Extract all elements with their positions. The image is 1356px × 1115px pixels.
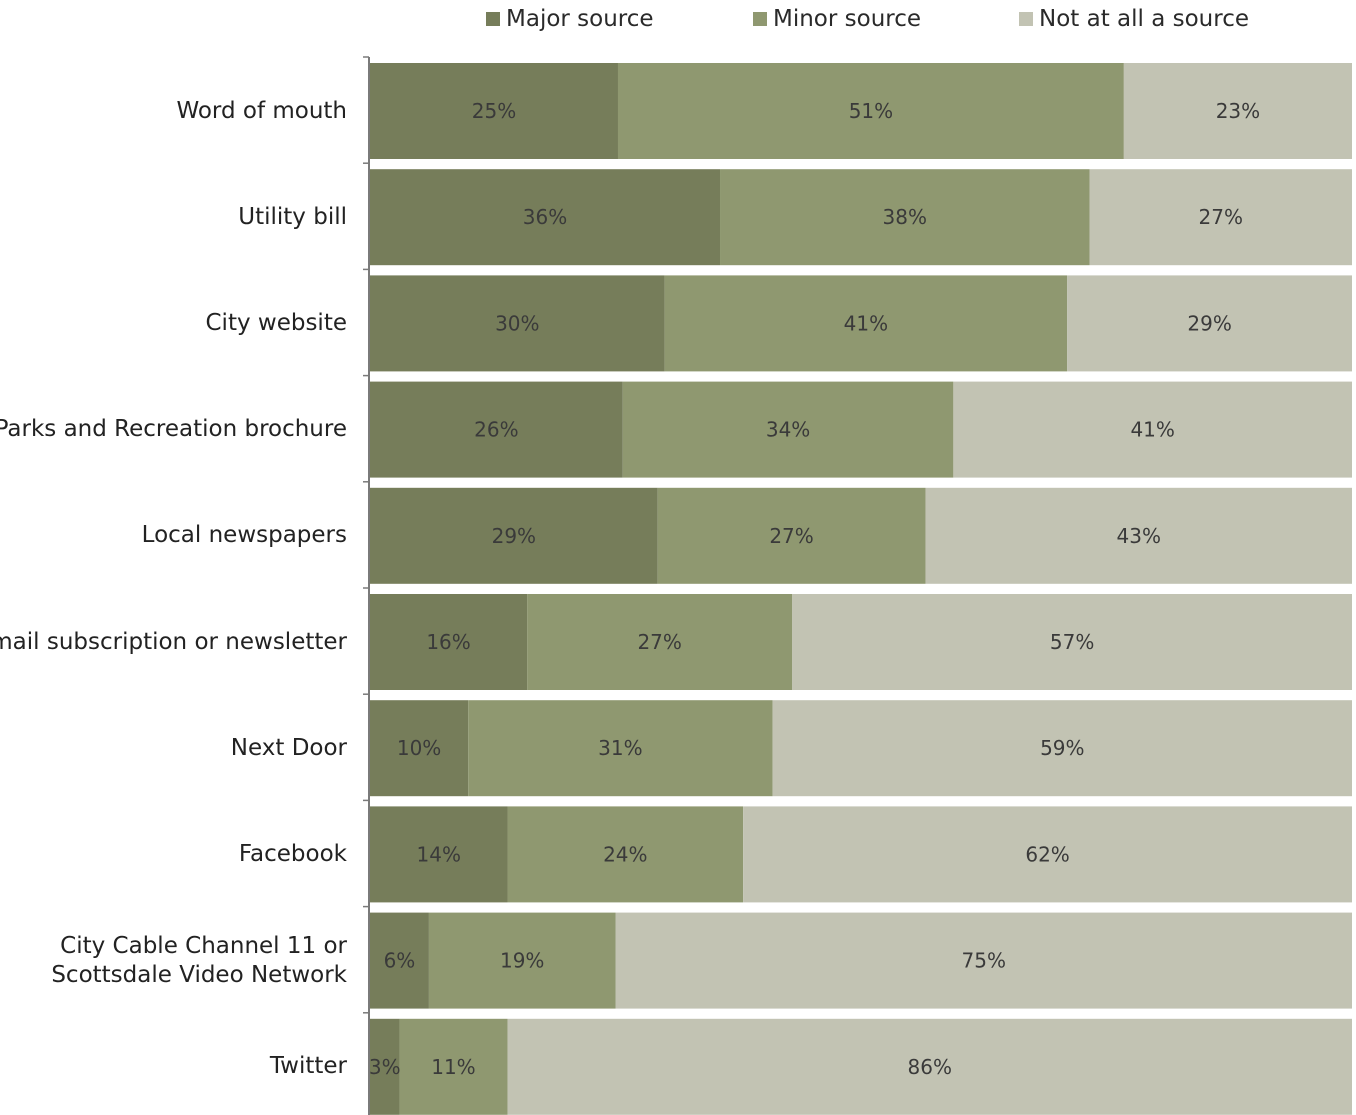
category-label-line: Email subscription or newsletter <box>0 628 347 655</box>
category-label: Email subscription or newsletter <box>0 628 347 657</box>
data-label: 41% <box>844 311 888 335</box>
data-label: 29% <box>492 524 536 548</box>
bar-segment-minor-source <box>468 700 773 797</box>
data-label: 75% <box>962 949 1006 973</box>
category-label: Word of mouth <box>176 97 347 126</box>
bar-segment-minor-source <box>527 594 793 690</box>
data-label: 27% <box>769 524 813 548</box>
bar-segment-major-source <box>370 275 665 372</box>
data-label: 27% <box>1199 205 1243 229</box>
category-label: Utility bill <box>238 203 347 232</box>
data-label: 31% <box>598 736 642 760</box>
bar-segment-not-at-all-a-source <box>925 487 1352 584</box>
legend-label-major-source: Major source <box>506 6 654 32</box>
category-label-line: Scottsdale Video Network <box>51 961 347 988</box>
data-label: 3% <box>369 1055 401 1079</box>
category-label: Facebook <box>239 840 347 869</box>
data-label: 27% <box>637 630 681 654</box>
data-label: 11% <box>431 1055 475 1079</box>
bar-segment-not-at-all-a-source <box>953 381 1352 478</box>
legend-item-minor-source: Minor source <box>753 6 921 32</box>
bar-segment-not-at-all-a-source <box>615 912 1352 1009</box>
bar-segment-not-at-all-a-source <box>1067 275 1352 372</box>
legend-label-not-at-all: Not at all a source <box>1039 6 1249 32</box>
data-label: 38% <box>883 205 927 229</box>
bar-segment-major-source <box>370 700 469 797</box>
legend-swatch-minor-source <box>753 12 767 26</box>
data-label: 19% <box>500 949 544 973</box>
data-label: 25% <box>472 99 516 123</box>
bar-segment-not-at-all-a-source <box>1089 169 1352 266</box>
data-label: 51% <box>849 99 893 123</box>
bar-segment-minor-source <box>399 1018 508 1115</box>
category-label-line: Word of mouth <box>176 97 347 124</box>
bar-segment-major-source <box>370 169 721 266</box>
bar-segment-minor-source <box>664 275 1068 372</box>
category-label: City Cable Channel 11 or Scottsdale Video… <box>51 932 347 990</box>
category-label-line: Local newspapers <box>141 522 347 549</box>
category-label: Next Door <box>231 734 347 763</box>
bar-segment-major-source <box>370 594 528 690</box>
bar-segment-major-source <box>370 381 623 478</box>
bar-segment-minor-source <box>428 912 616 1009</box>
data-label: 62% <box>1025 842 1069 866</box>
data-label: 6% <box>384 949 416 973</box>
bar-segment-not-at-all-a-source <box>772 700 1352 797</box>
bar-segment-not-at-all-a-source <box>792 594 1352 690</box>
legend-swatch-not-at-all <box>1019 12 1033 26</box>
category-label-line: Parks and Recreation brochure <box>0 416 347 443</box>
data-label: 86% <box>908 1055 952 1079</box>
data-label: 29% <box>1187 311 1231 335</box>
data-label: 16% <box>426 630 470 654</box>
bar-segment-major-source <box>370 806 508 903</box>
data-label: 41% <box>1130 418 1174 442</box>
bar-segment-major-source <box>370 912 429 1009</box>
bar-segment-minor-source <box>720 169 1090 266</box>
bar-segment-not-at-all-a-source <box>1123 63 1352 159</box>
data-label: 34% <box>766 418 810 442</box>
category-label-line: City website <box>205 309 348 336</box>
data-label: 43% <box>1117 524 1161 548</box>
category-label: Twitter <box>270 1052 347 1081</box>
category-label: Local newspapers <box>142 521 347 550</box>
data-label: 14% <box>417 842 461 866</box>
data-label: 26% <box>474 418 518 442</box>
category-label-line: Next Door <box>230 734 347 761</box>
category-label: City website <box>206 309 348 338</box>
data-label: 36% <box>523 205 567 229</box>
bar-segment-minor-source <box>617 63 1124 159</box>
legend-item-not-at-all: Not at all a source <box>1019 6 1249 32</box>
legend-label-minor-source: Minor source <box>773 6 922 32</box>
legend-item-major-source: Major source <box>486 6 654 32</box>
bar-segment-not-at-all-a-source <box>743 806 1352 903</box>
data-label: 23% <box>1216 99 1260 123</box>
legend-swatch-major-source <box>486 12 500 26</box>
category-label-line: Facebook <box>238 840 347 867</box>
bar-segment-major-source <box>370 1018 400 1115</box>
bar-segment-minor-source <box>622 381 954 478</box>
data-label: 24% <box>603 842 647 866</box>
data-label: 57% <box>1050 630 1094 654</box>
category-label-line: Utility bill <box>238 203 347 230</box>
bar-segment-minor-source <box>657 487 926 584</box>
data-label: 30% <box>495 311 539 335</box>
chart-legend: Major source Minor source Not at all a s… <box>0 6 1356 36</box>
bar-segment-not-at-all-a-source <box>507 1018 1353 1115</box>
category-label-line: City Cable Channel 11 or <box>60 932 347 959</box>
bar-segment-major-source <box>370 63 618 159</box>
data-label: 59% <box>1040 736 1084 760</box>
bar-segment-major-source <box>370 487 658 584</box>
category-label: Parks and Recreation brochure <box>0 415 347 444</box>
data-label: 10% <box>397 736 441 760</box>
category-label-line: Twitter <box>269 1053 347 1080</box>
bar-segment-minor-source <box>507 806 744 903</box>
